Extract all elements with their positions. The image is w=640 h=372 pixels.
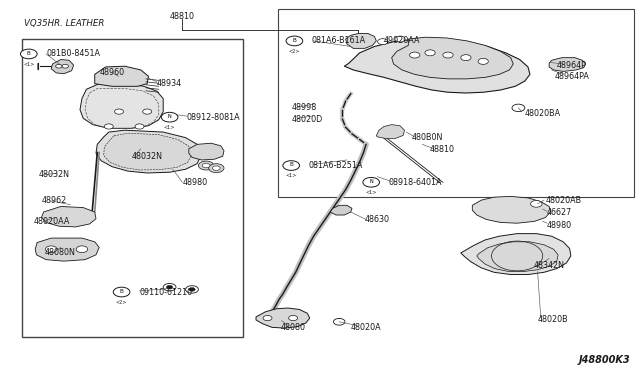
Text: 48980: 48980 — [182, 178, 207, 187]
Circle shape — [45, 246, 57, 253]
Text: 48020AA: 48020AA — [33, 217, 70, 226]
Circle shape — [263, 315, 272, 321]
Polygon shape — [80, 84, 163, 128]
Circle shape — [186, 286, 198, 293]
Text: 48020A: 48020A — [351, 323, 381, 332]
Circle shape — [62, 64, 68, 68]
Text: <2>: <2> — [289, 49, 300, 54]
Polygon shape — [256, 308, 310, 328]
Text: 48020D: 48020D — [291, 115, 323, 124]
Text: 48630: 48630 — [365, 215, 390, 224]
Text: 48810: 48810 — [170, 12, 195, 21]
Text: B: B — [292, 38, 296, 43]
Text: 48032N: 48032N — [38, 170, 69, 179]
Circle shape — [76, 246, 88, 253]
Text: 08912-8081A: 08912-8081A — [187, 113, 241, 122]
Text: <1>: <1> — [23, 62, 35, 67]
Text: 48020AB: 48020AB — [545, 196, 581, 205]
Text: 48960: 48960 — [99, 68, 124, 77]
Polygon shape — [95, 66, 148, 86]
Polygon shape — [104, 133, 192, 170]
Text: <2>: <2> — [116, 300, 127, 305]
Text: B: B — [289, 162, 293, 167]
Text: 48934: 48934 — [157, 79, 182, 88]
Text: 48810: 48810 — [430, 145, 455, 154]
Text: 48980: 48980 — [547, 221, 572, 230]
Circle shape — [189, 288, 195, 291]
Circle shape — [115, 109, 124, 114]
Text: 081B0-8451A: 081B0-8451A — [46, 49, 100, 58]
Polygon shape — [477, 242, 558, 272]
Text: 48032N: 48032N — [131, 152, 162, 161]
Circle shape — [113, 287, 130, 297]
Circle shape — [478, 58, 488, 64]
Text: 48964P: 48964P — [557, 61, 587, 70]
Polygon shape — [51, 60, 74, 74]
Text: 48998: 48998 — [291, 103, 316, 112]
Circle shape — [283, 161, 300, 170]
Text: <1>: <1> — [285, 173, 297, 178]
Circle shape — [163, 283, 176, 291]
Polygon shape — [549, 58, 586, 71]
Polygon shape — [189, 143, 224, 160]
Text: N: N — [369, 179, 373, 184]
Circle shape — [333, 318, 345, 325]
Circle shape — [161, 112, 178, 122]
Circle shape — [289, 315, 298, 321]
Text: <1>: <1> — [365, 190, 377, 195]
Polygon shape — [344, 39, 530, 93]
Text: B: B — [120, 289, 124, 294]
Circle shape — [135, 124, 144, 129]
Circle shape — [461, 55, 471, 61]
Text: 48080N: 48080N — [45, 248, 76, 257]
Text: 48342N: 48342N — [534, 262, 564, 270]
Text: VQ35HR. LEATHER: VQ35HR. LEATHER — [24, 19, 105, 28]
Text: 09110-61210: 09110-61210 — [140, 288, 193, 296]
Text: 48020BA: 48020BA — [525, 109, 561, 118]
Text: N: N — [168, 114, 172, 119]
Circle shape — [363, 177, 380, 187]
Circle shape — [104, 124, 113, 129]
Text: 081A6-B251A: 081A6-B251A — [308, 161, 363, 170]
Circle shape — [425, 50, 435, 56]
Circle shape — [531, 201, 542, 207]
Text: 48080: 48080 — [280, 323, 305, 332]
Text: <1>: <1> — [164, 125, 175, 130]
Circle shape — [512, 104, 525, 112]
Text: B: B — [27, 51, 31, 56]
Text: 49020AA: 49020AA — [384, 36, 420, 45]
Bar — [22, 39, 243, 337]
Polygon shape — [96, 130, 202, 173]
Polygon shape — [461, 234, 571, 275]
Bar — [278, 9, 634, 197]
Text: 480B0N: 480B0N — [412, 133, 443, 142]
Polygon shape — [330, 205, 352, 215]
Circle shape — [20, 49, 37, 59]
Circle shape — [202, 163, 210, 168]
Polygon shape — [35, 238, 99, 261]
Circle shape — [56, 64, 62, 68]
Polygon shape — [42, 206, 96, 227]
Text: J48800K3: J48800K3 — [579, 355, 630, 365]
Circle shape — [143, 109, 152, 114]
Circle shape — [209, 164, 224, 173]
Text: 08918-6401A: 08918-6401A — [388, 178, 442, 187]
Circle shape — [410, 52, 420, 58]
Circle shape — [443, 52, 453, 58]
Circle shape — [286, 36, 303, 46]
Circle shape — [166, 285, 173, 289]
Polygon shape — [346, 33, 376, 48]
Polygon shape — [472, 196, 550, 223]
Circle shape — [212, 166, 220, 170]
Text: 48020B: 48020B — [538, 315, 568, 324]
Text: 48962: 48962 — [42, 196, 67, 205]
Circle shape — [378, 39, 388, 45]
Polygon shape — [392, 37, 513, 79]
Text: 48964PA: 48964PA — [554, 72, 589, 81]
Text: 46627: 46627 — [547, 208, 572, 217]
Polygon shape — [376, 125, 404, 138]
Circle shape — [395, 36, 405, 42]
Circle shape — [198, 161, 214, 170]
Text: 081A6-B161A: 081A6-B161A — [312, 36, 366, 45]
